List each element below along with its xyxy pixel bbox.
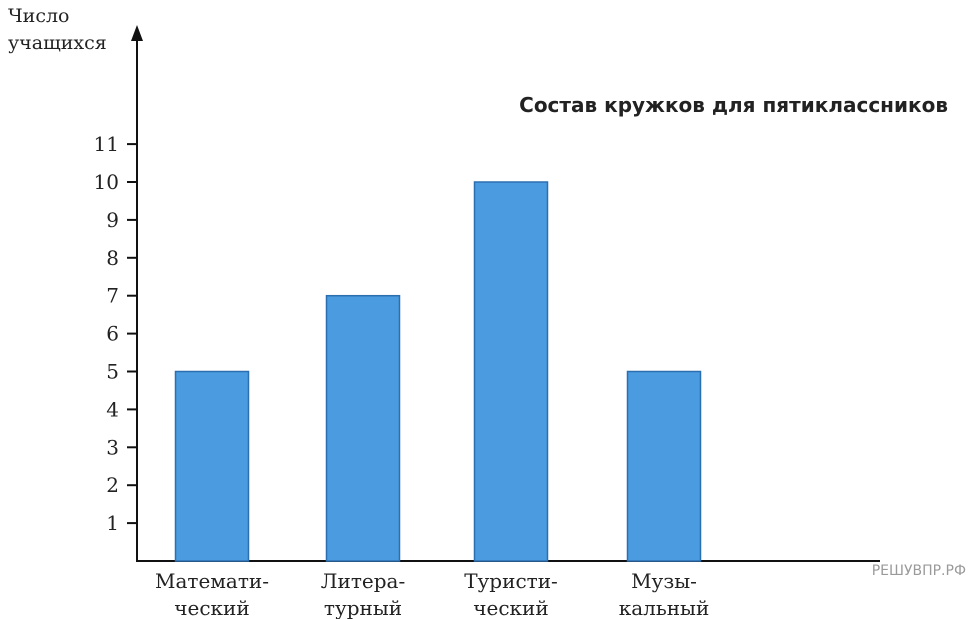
y-tick-label: 5 [106, 360, 119, 384]
x-tick-label: турный [324, 596, 402, 619]
y-tick-label: 1 [106, 511, 119, 535]
watermark: РЕШУВПР.РФ [872, 563, 966, 579]
bar [174, 370, 250, 562]
bar [473, 181, 549, 562]
y-axis-arrow-icon [131, 25, 143, 41]
x-tick-label: Математи- [155, 569, 269, 593]
y-tick-label: 4 [106, 397, 119, 421]
x-tick-labels: Математи-ческий Литера-турный Туристи-ческ… [155, 569, 709, 619]
y-tick-label: 10 [94, 170, 119, 194]
y-axis-label-line: учащихся [8, 32, 107, 54]
y-axis: 1 2 3 4 5 6 7 8 9 10 11 [94, 25, 143, 561]
y-axis-label-line: Число [8, 5, 70, 27]
x-tick-label: Литера- [321, 569, 405, 593]
y-axis-label: Число учащихся [8, 5, 107, 54]
bar [325, 294, 401, 562]
bar [626, 370, 702, 562]
y-tick-label: 11 [94, 132, 119, 156]
y-tick-label: 6 [106, 322, 119, 346]
y-tick-label: 3 [106, 435, 119, 459]
chart-title: Состав кружков для пятиклассников [519, 93, 948, 117]
y-tick-label: 8 [106, 246, 119, 270]
y-tick-label: 7 [106, 284, 119, 308]
x-tick-label: кальный [619, 596, 710, 619]
y-tick-label: 9 [106, 208, 119, 232]
x-tick-label: Музы- [631, 569, 697, 593]
bars [174, 181, 702, 562]
x-tick-label: ческий [473, 596, 548, 619]
x-tick-label: Туристи- [464, 569, 558, 593]
y-tick-label: 2 [106, 473, 119, 497]
x-tick-label: ческий [174, 596, 249, 619]
